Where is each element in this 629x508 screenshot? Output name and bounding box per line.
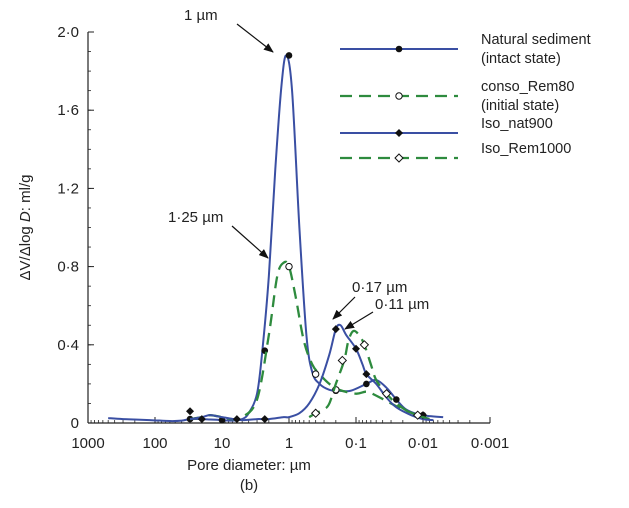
legend-label: conso_Rem80 <box>481 79 575 95</box>
legend-entry-3: Iso_nat900 <box>340 116 553 137</box>
data-point <box>285 52 293 59</box>
series-3 <box>186 323 434 424</box>
x-tick-label: 1000 <box>71 435 104 452</box>
legend: Natural sediment (intact state) conso_Rem8… <box>340 32 591 163</box>
data-point <box>186 415 194 423</box>
data-point <box>285 262 293 271</box>
data-point <box>362 370 371 379</box>
annotation-arrow <box>231 225 269 259</box>
y-tick-label: 1·2 <box>57 180 79 197</box>
y-tick-label: 0·8 <box>57 259 79 276</box>
annotation-arrow <box>344 311 374 330</box>
data-point <box>310 408 321 418</box>
annotation-label: 0·17 µm <box>352 279 407 296</box>
data-point <box>311 370 320 378</box>
data-point <box>331 325 340 334</box>
annotation-label: 0·11 µm <box>375 296 429 313</box>
data-point <box>197 415 206 424</box>
data-point <box>412 410 423 420</box>
annotation-label: 1 µm <box>184 7 218 24</box>
data-point <box>394 153 404 163</box>
data-point <box>186 407 195 416</box>
y-axis-title: ΔV/Δlog D: ml/g <box>17 175 34 281</box>
x-tick-label: 10 <box>214 435 231 452</box>
y-axis-title-part: D <box>17 211 34 222</box>
legend-label: Iso_nat900 <box>481 116 553 132</box>
data-point <box>359 340 370 350</box>
data-point <box>381 388 392 399</box>
data-point <box>395 129 403 137</box>
data-point <box>352 344 360 353</box>
y-axis-title-part: ΔV/Δlog <box>17 222 34 280</box>
x-tick-label: 0·01 <box>408 435 438 452</box>
data-point <box>395 45 403 53</box>
series-1 <box>108 52 444 424</box>
legend-label: (initial state) <box>481 98 559 114</box>
data-point <box>395 92 403 100</box>
data-point <box>393 396 400 403</box>
series-line <box>108 54 444 423</box>
annotation-arrow <box>236 23 274 53</box>
y-tick-label: 0 <box>71 415 79 432</box>
legend-entry-1: Natural sediment (intact state) <box>340 32 591 67</box>
legend-entry-4: Iso_Rem1000 <box>340 141 571 163</box>
annotation-label: 1·25 µm <box>168 209 223 226</box>
data-point <box>260 415 269 424</box>
data-point <box>363 380 370 388</box>
data-point <box>337 355 348 366</box>
data-point <box>232 415 241 424</box>
legend-label: (intact state) <box>481 51 561 67</box>
annotation-arrow <box>332 296 356 320</box>
x-tick-label: 0·001 <box>471 435 509 452</box>
series-line <box>308 329 430 421</box>
legend-label: Natural sediment <box>481 32 591 48</box>
y-axis-title-part: : ml/g <box>17 175 34 212</box>
chart-subtitle: (b) <box>240 477 258 494</box>
x-tick-label: 0·1 <box>345 435 367 452</box>
y-tick-label: 2·0 <box>57 24 79 41</box>
x-tick-label: 100 <box>142 435 167 452</box>
annotation-layer: 1 µm 1·25 µm 0·17 µm0·11 µm <box>168 7 429 330</box>
y-tick-label: 1·6 <box>57 102 79 119</box>
axes: 0 0·4 0·8 1·2 1·6 2·0 1000 100 10 1 0·1 0·01 0·001 Po… <box>17 24 509 494</box>
legend-label: Iso_Rem1000 <box>481 141 571 157</box>
legend-entry-2: conso_Rem80 (initial state) <box>340 79 575 114</box>
data-point <box>218 416 226 424</box>
series-4 <box>308 329 430 421</box>
x-tick-label: 1 <box>285 435 293 452</box>
series-layer <box>108 52 444 424</box>
y-tick-label: 0·4 <box>57 337 79 354</box>
x-axis-title: Pore diameter: µm <box>187 457 311 474</box>
